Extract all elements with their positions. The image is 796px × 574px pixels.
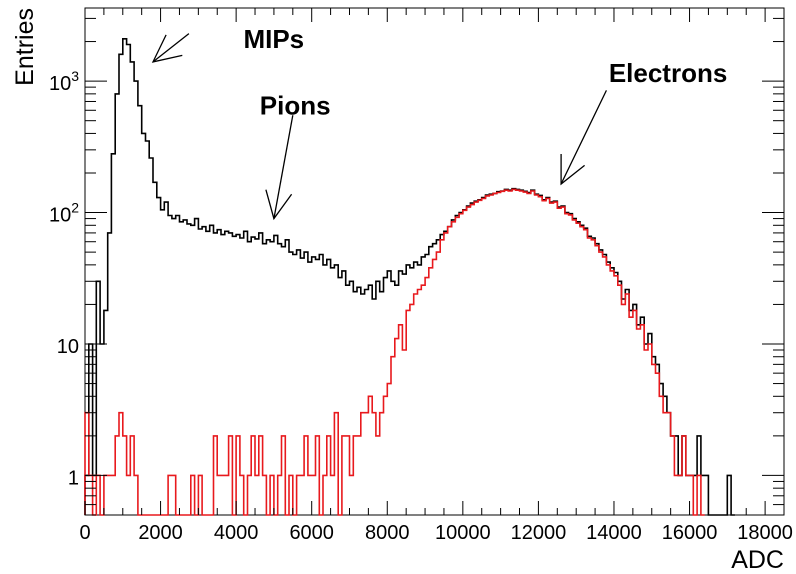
x-tick-label: 12000 [511, 522, 567, 544]
y-axis-title: Entries [11, 8, 39, 86]
x-tick-label: 4000 [214, 522, 259, 544]
x-tick-label: 2000 [138, 522, 183, 544]
x-tick-label: 10000 [435, 522, 491, 544]
x-axis-title: ADC [731, 546, 784, 574]
x-tick-label: 8000 [365, 522, 410, 544]
x-tick-label: 0 [79, 522, 90, 544]
x-tick-label: 16000 [662, 522, 718, 544]
y-tick-label: 1 [68, 467, 79, 489]
annotation-arrowhead [151, 34, 183, 63]
y-tick-label: 102 [49, 200, 79, 227]
y-tick-label: 103 [49, 68, 79, 95]
annotation-arrow [152, 33, 190, 63]
annotation-arrow [560, 90, 608, 185]
x-tick-label: 14000 [586, 522, 642, 544]
plot-border [84, 7, 785, 516]
annotation-layer: MIPs Pions Electrons [151, 24, 728, 221]
x-tick-label: 6000 [289, 522, 334, 544]
series-layer [84, 38, 735, 516]
y-tick-label: 10 [57, 336, 79, 358]
x-tick-label: 18000 [737, 522, 793, 544]
annotation-label: MIPs [243, 24, 304, 54]
axes-layer: 0 2000 4000 6000 8000 10000 12000 14000 16000 180… [49, 8, 793, 544]
annotation-label: Pions [260, 91, 331, 121]
annotation-label: Electrons [609, 58, 728, 88]
plot-frame [84, 7, 785, 516]
series-1-line [84, 188, 705, 516]
series-0-line [84, 38, 735, 516]
annotation-arrowhead [265, 189, 293, 221]
annotation-arrow [273, 115, 294, 219]
annotation-arrowhead [560, 154, 586, 186]
